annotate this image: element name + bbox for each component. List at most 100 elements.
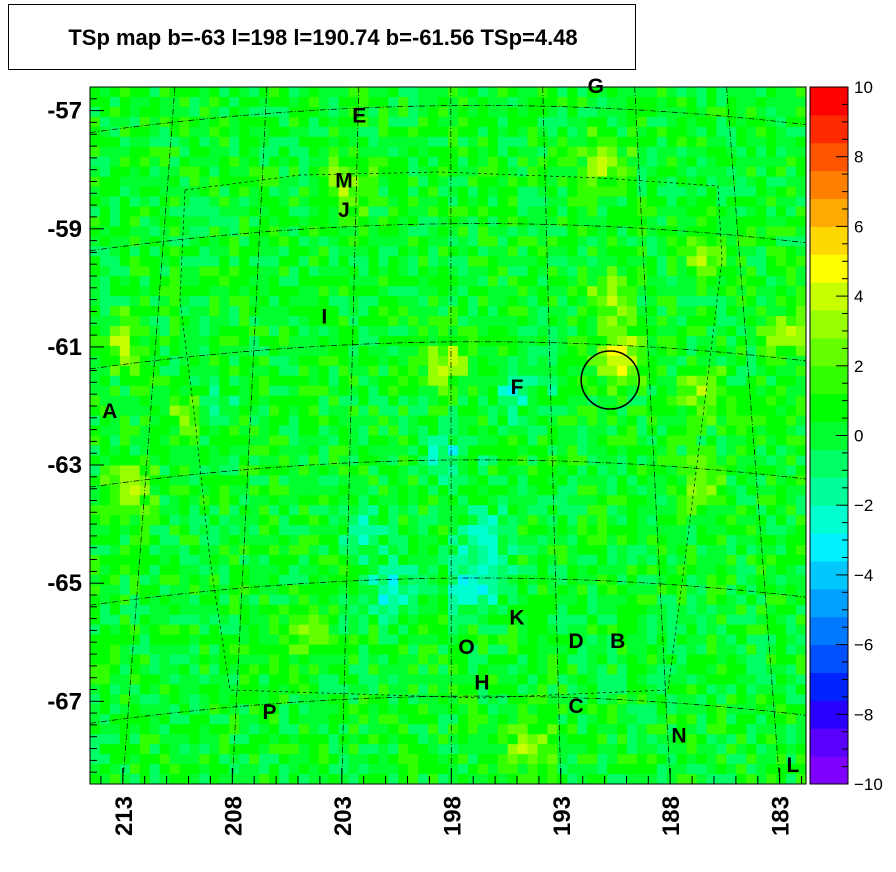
- heatmap-cell: [338, 475, 350, 486]
- heatmap-cell: [239, 335, 250, 347]
- heatmap-cell: [587, 654, 598, 666]
- heatmap-cell: [159, 724, 171, 735]
- heatmap-cell: [169, 345, 181, 357]
- heatmap-cell: [428, 405, 439, 417]
- heatmap-cell: [318, 574, 330, 586]
- heatmap-cell: [288, 664, 300, 676]
- heatmap-cell: [278, 505, 290, 516]
- heatmap-cell: [318, 266, 330, 277]
- heatmap-cell: [448, 166, 459, 178]
- heatmap-cell: [467, 525, 479, 536]
- heatmap-cell: [338, 455, 350, 466]
- heatmap-cell: [477, 584, 489, 596]
- heatmap-cell: [786, 335, 797, 347]
- heatmap-cell: [607, 674, 618, 686]
- heatmap-cell: [388, 176, 399, 188]
- heatmap-cell: [627, 425, 638, 437]
- heatmap-cell: [507, 554, 519, 566]
- heatmap-cell: [179, 146, 191, 158]
- heatmap-cell: [159, 754, 171, 765]
- heatmap-cell: [706, 256, 718, 267]
- heatmap-cell: [398, 176, 409, 188]
- heatmap-cell: [169, 774, 181, 784]
- heatmap-cell: [418, 594, 429, 606]
- heatmap-cell: [587, 116, 598, 128]
- heatmap-cell: [318, 126, 330, 138]
- heatmap-cell: [398, 405, 409, 417]
- heatmap-cell: [438, 176, 449, 188]
- heatmap-cell: [646, 335, 658, 347]
- heatmap-cell: [766, 594, 777, 606]
- heatmap-cell: [796, 375, 806, 387]
- heatmap-cell: [239, 186, 250, 198]
- heatmap-cell: [99, 594, 111, 606]
- heatmap-cell: [517, 515, 529, 526]
- heatmap-cell: [308, 744, 320, 755]
- heatmap-cell: [298, 156, 310, 168]
- heatmap-cell: [786, 535, 797, 546]
- heatmap-cell: [507, 525, 519, 536]
- heatmap-cell: [398, 644, 409, 656]
- heatmap-cell: [507, 495, 519, 506]
- heatmap-cell: [587, 624, 598, 636]
- heatmap-cell: [428, 475, 439, 486]
- heatmap-cell: [786, 126, 797, 138]
- heatmap-cell: [547, 405, 558, 417]
- heatmap-cell: [259, 355, 270, 367]
- heatmap-cell: [577, 415, 588, 427]
- heatmap-cell: [209, 335, 220, 347]
- heatmap-cell: [617, 594, 628, 606]
- heatmap-cell: [348, 166, 360, 178]
- heatmap-cell: [537, 694, 549, 705]
- heatmap-cell: [497, 345, 509, 357]
- heatmap-cell: [756, 116, 767, 128]
- heatmap-cell: [457, 96, 469, 108]
- heatmap-cell: [159, 634, 171, 646]
- heatmap-cell: [617, 355, 628, 367]
- heatmap-cell: [507, 455, 519, 466]
- heatmap-cell: [328, 325, 340, 337]
- heatmap-cell: [428, 724, 439, 735]
- heatmap-cell: [567, 724, 578, 735]
- heatmap-cell: [229, 624, 240, 636]
- heatmap-cell: [259, 554, 270, 566]
- heatmap-cell: [756, 634, 767, 646]
- heatmap-cell: [656, 256, 668, 267]
- heatmap-cell: [368, 365, 379, 377]
- heatmap-cell: [497, 475, 509, 486]
- heatmap-cell: [139, 335, 151, 347]
- heatmap-cell: [348, 146, 360, 158]
- heatmap-cell: [457, 495, 469, 506]
- heatmap-cell: [696, 734, 708, 745]
- heatmap-cell: [656, 564, 668, 576]
- heatmap-cell: [99, 535, 111, 546]
- heatmap-cell: [209, 704, 220, 715]
- heatmap-cell: [467, 345, 479, 357]
- heatmap-cell: [636, 395, 648, 407]
- heatmap-cell: [398, 764, 409, 775]
- heatmap-cell: [408, 405, 419, 417]
- heatmap-cell: [527, 365, 539, 377]
- heatmap-cell: [636, 485, 648, 496]
- heatmap-cell: [756, 674, 767, 686]
- heatmap-cell: [457, 126, 469, 138]
- heatmap-cell: [567, 256, 578, 267]
- heatmap-cell: [497, 455, 509, 466]
- heatmap-cell: [368, 455, 379, 466]
- heatmap-cell: [726, 116, 737, 128]
- heatmap-cell: [338, 316, 350, 327]
- heatmap-cell: [398, 754, 409, 765]
- heatmap-cell: [587, 425, 598, 437]
- heatmap-cell: [438, 395, 449, 407]
- heatmap-cell: [497, 574, 509, 586]
- heatmap-cell: [259, 764, 270, 775]
- heatmap-cell: [527, 345, 539, 357]
- heatmap-cell: [298, 634, 310, 646]
- heatmap-cell: [318, 594, 330, 606]
- heatmap-cell: [766, 405, 777, 417]
- heatmap-cell: [278, 485, 290, 496]
- heatmap-cell: [139, 405, 151, 417]
- heatmap-cell: [477, 574, 489, 586]
- heatmap-cell: [766, 206, 777, 218]
- heatmap-cell: [139, 156, 151, 168]
